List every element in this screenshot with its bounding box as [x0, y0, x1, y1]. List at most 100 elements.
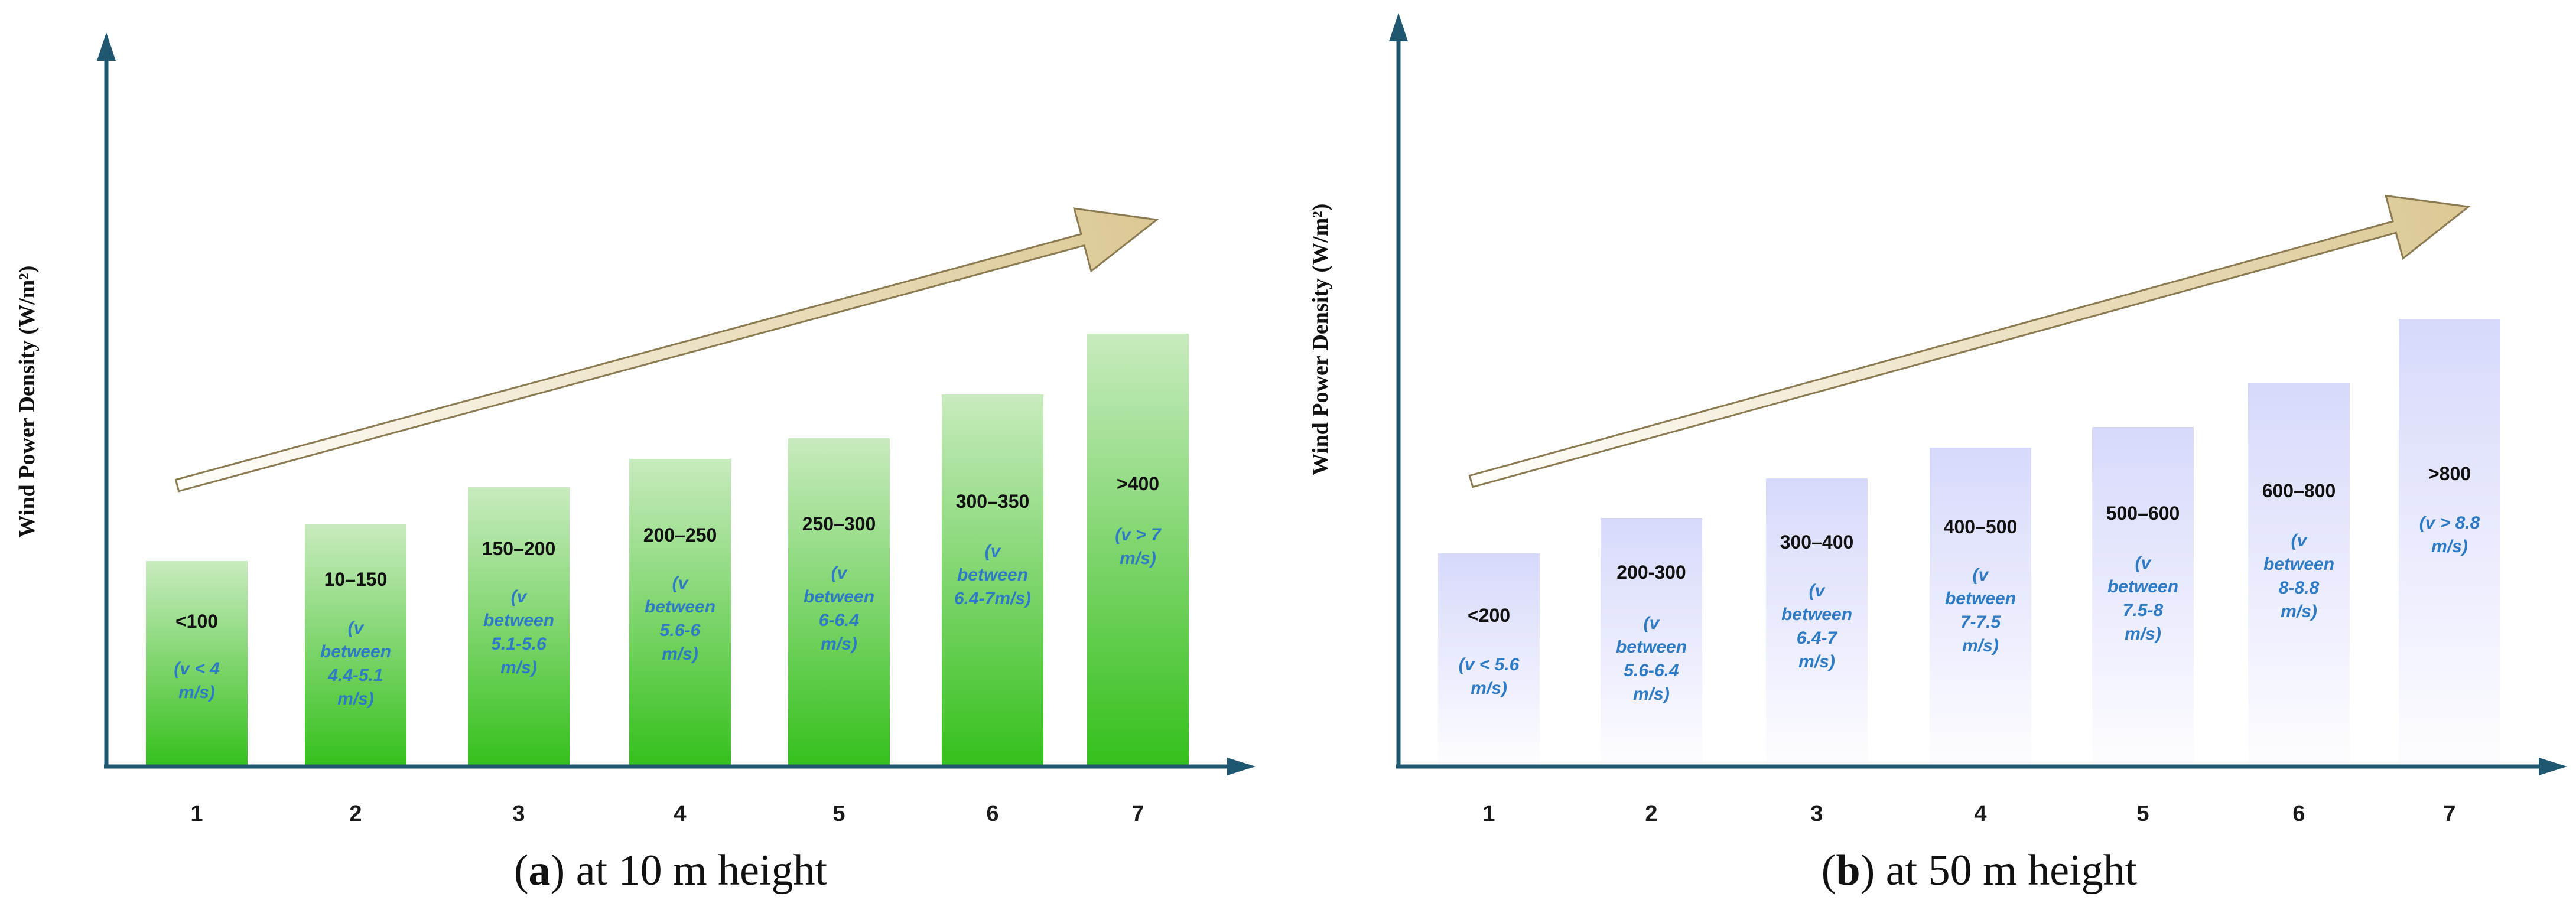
bar-2: [1601, 518, 1702, 767]
caption-letter: b: [1836, 846, 1860, 895]
bar-1: [146, 561, 248, 767]
bar-5: [788, 438, 890, 767]
bar-note-5-line-2: between: [2107, 577, 2178, 596]
x-tick-label-7: 7: [1131, 801, 1144, 826]
bar-note-2-line-3: 5.6-6.4: [1624, 661, 1679, 680]
x-tick-label-3: 3: [512, 801, 525, 826]
bar-3: [1766, 478, 1868, 767]
bar-label-6: 600–800: [2262, 480, 2336, 501]
x-tick-label-3: 3: [1810, 801, 1823, 826]
x-tick-label-5: 5: [2136, 801, 2149, 826]
bar-note-3-line-4: m/s): [500, 658, 537, 677]
y-axis-arrowhead: [1389, 13, 1408, 41]
x-tick-label-6: 6: [2292, 801, 2305, 826]
x-tick-label-2: 2: [1645, 801, 1657, 826]
bar-note-5-line-1: (v: [2135, 553, 2152, 573]
bar-label-5: 250–300: [802, 513, 876, 534]
bar-label-7: >400: [1117, 473, 1159, 494]
caption-open-paren: (: [1822, 846, 1836, 895]
x-tick-label-1: 1: [1482, 801, 1495, 826]
x-tick-label-1: 1: [190, 801, 203, 826]
bar-6: [942, 394, 1043, 767]
bar-note-6-line-4: m/s): [2281, 602, 2317, 621]
bar-note-4-line-4: m/s): [662, 644, 698, 664]
bar-note-3-line-2: between: [1781, 605, 1852, 624]
bar-note-7-line-1: (v > 7: [1115, 525, 1162, 544]
y-axis-label: Wind Power Density (W/m²): [15, 266, 40, 538]
bar-note-2-line-1: (v: [1644, 614, 1661, 633]
bar-note-4-line-2: between: [1945, 589, 2016, 608]
bar-note-6-line-1: (v: [2291, 531, 2308, 550]
caption-text: at 50 m height: [1875, 846, 2137, 895]
bar-5: [2092, 427, 2194, 767]
bar-label-4: 200–250: [643, 524, 717, 546]
bar-note-2-line-4: m/s): [1633, 684, 1670, 704]
x-tick-label-6: 6: [986, 801, 998, 826]
caption-letter: a: [529, 846, 551, 895]
bar-note-1-line-1: (v < 5.6: [1459, 655, 1520, 674]
bar-note-6-line-1: (v: [985, 542, 1002, 561]
bar-label-3: 300–400: [1780, 532, 1854, 553]
caption-text: at 10 m height: [565, 846, 827, 895]
panel-caption: (a) at 10 m height: [514, 846, 828, 895]
caption-close-paren: ): [551, 846, 565, 895]
panel-caption: (b) at 50 m height: [1822, 846, 2138, 895]
bar-note-2-line-4: m/s): [337, 689, 374, 709]
bar-note-1-line-1: (v < 4: [174, 659, 220, 679]
bar-note-2-line-2: between: [1616, 637, 1687, 657]
x-tick-label-4: 4: [1974, 801, 1986, 826]
bar-note-3-line-2: between: [483, 611, 554, 630]
bar-6: [2248, 383, 2350, 767]
bar-note-5-line-1: (v: [831, 563, 848, 583]
y-axis-arrowhead: [97, 32, 116, 61]
bar-note-6-line-3: 8-8.8: [2279, 578, 2320, 598]
bar-note-5-line-4: m/s): [821, 634, 857, 654]
bar-note-5-line-3: 6-6.4: [819, 611, 860, 630]
bar-note-3-line-1: (v: [511, 587, 528, 607]
bar-note-2-line-2: between: [320, 642, 391, 661]
bar-label-6: 300–350: [956, 491, 1030, 512]
bar-note-5-line-2: between: [804, 587, 874, 607]
bar-note-2-line-1: (v: [348, 618, 365, 638]
y-axis-label: Wind Power Density (W/m²): [1308, 204, 1333, 476]
bar-note-6-line-2: between: [2263, 555, 2334, 574]
bar-label-2: 10–150: [324, 569, 388, 590]
bar-note-2-line-3: 4.4-5.1: [327, 666, 383, 685]
caption-open-paren: (: [514, 846, 529, 895]
bar-note-5-line-4: m/s): [2125, 624, 2161, 644]
bar-4: [629, 459, 731, 767]
bar-label-1: <200: [1468, 605, 1510, 626]
x-axis-arrowhead: [1227, 758, 1256, 775]
bar-4: [1930, 448, 2031, 767]
bar-note-4-line-4: m/s): [1962, 636, 1999, 656]
bar-note-5-line-3: 7.5-8: [2123, 601, 2164, 620]
bar-7: [1087, 334, 1189, 767]
x-tick-label-5: 5: [832, 801, 845, 826]
x-tick-label-4: 4: [674, 801, 686, 826]
bar-note-3-line-3: 6.4-7: [1797, 628, 1838, 648]
x-tick-label-2: 2: [349, 801, 362, 826]
bar-note-7-line-1: (v > 8.8: [2419, 513, 2480, 533]
bar-label-7: >800: [2428, 463, 2471, 484]
caption-close-paren: ): [1861, 846, 1875, 895]
bar-label-1: <100: [175, 611, 218, 632]
bar-label-5: 500–600: [2106, 503, 2180, 524]
x-axis-arrowhead: [2539, 758, 2567, 775]
bar-3: [468, 487, 570, 767]
bar-note-7-line-2: m/s): [2431, 537, 2468, 556]
bar-note-3-line-1: (v: [1809, 581, 1826, 601]
bar-label-2: 200-300: [1616, 562, 1686, 583]
bar-note-3-line-4: m/s): [1798, 652, 1835, 671]
bar-1: [1438, 553, 1540, 767]
bar-7: [2399, 319, 2500, 767]
bar-label-3: 150–200: [482, 538, 556, 559]
bar-note-6-line-3: 6.4-7m/s): [954, 589, 1031, 608]
x-tick-label-7: 7: [2443, 801, 2455, 826]
bar-note-4-line-3: 5.6-6: [660, 621, 701, 640]
chart-panel-a: <100 (v < 4 m/s) 10–150 (v between 4.4-5.1 m/s)…: [15, 32, 1256, 895]
bar-note-7-line-2: m/s): [1120, 549, 1156, 568]
bar-note-4-line-1: (v: [1973, 565, 1990, 585]
trend-arrow: [1468, 194, 2471, 488]
chart-panel-b: <200 (v < 5.6 m/s) 200-300 (v between 5.6-6.4 m…: [1308, 13, 2567, 895]
